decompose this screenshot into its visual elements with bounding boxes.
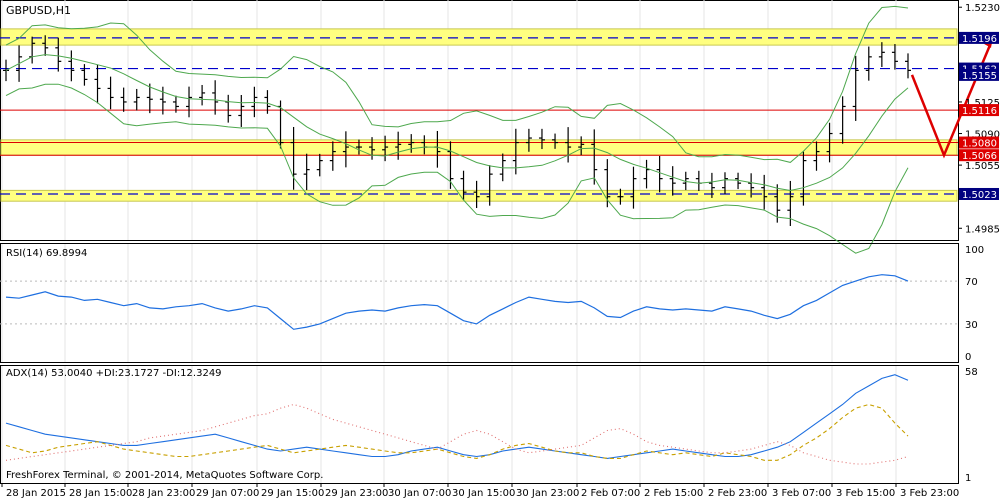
price-label-box: [959, 136, 999, 149]
rsi-line: [5, 274, 909, 330]
y-tick-label: 1.5125: [965, 98, 1000, 109]
x-tick-label: 3 Feb 07:00: [772, 488, 831, 499]
x-tick-label: 3 Feb 15:00: [836, 488, 895, 499]
y-tick-label: 1.5090: [965, 130, 1000, 141]
x-tick-label: 29 Jan 23:00: [325, 488, 388, 499]
bollinger-middle: [5, 54, 909, 192]
bollinger-upper: [5, 5, 909, 163]
price-label: 1.5066: [962, 151, 997, 162]
price-label: 1.5196: [962, 34, 997, 45]
price-label-box: [959, 62, 999, 75]
adx-tick-label: 1: [965, 473, 971, 484]
x-tick-label: 30 Jan 07:00: [388, 488, 451, 499]
rsi-panel: 100 70 30 0: [0, 243, 984, 363]
x-tick-label: 30 Jan 15:00: [452, 488, 515, 499]
x-tick-label: 2 Feb 07:00: [581, 488, 640, 499]
y-tick-label: 1.4985: [965, 224, 1000, 235]
price-label: 1.5155: [962, 71, 997, 82]
rsi-tick-label: 30: [965, 320, 978, 331]
adx-series-line: [5, 403, 909, 465]
x-tick-label: 28 Jan 23:00: [132, 488, 195, 499]
price-label: 1.5080: [962, 139, 997, 150]
rsi-title: RSI(14) 69.8994: [6, 248, 87, 259]
panel-frame: [0, 243, 959, 363]
x-tick-label: 28 Jan 15:00: [69, 488, 132, 499]
price-label-box: [959, 187, 999, 200]
adx-title: ADX(14) 53.0040 +DI:23.1727 -DI:12.3249: [6, 368, 222, 379]
support-resistance-zone: [0, 189, 958, 202]
price-label-box: [959, 31, 999, 44]
watermark-text: FreshForex Terminal, © 2001-2014, MetaQu…: [6, 470, 323, 481]
support-resistance-zone: [0, 28, 958, 46]
rsi-tick-label: 70: [965, 277, 978, 288]
price-label-box: [959, 149, 999, 162]
x-tick-label: 29 Jan 15:00: [261, 488, 324, 499]
rsi-tick-label: 100: [965, 245, 984, 256]
x-axis: 28 Jan 2015 28 Jan 15:00 28 Jan 23:00 29 Ja…: [1, 483, 959, 499]
price-label: 1.5023: [962, 190, 997, 201]
price-label-box: [959, 104, 999, 117]
chart-title: GBPUSD,H1: [6, 4, 71, 17]
x-tick-label: 28 Jan 2015: [6, 488, 66, 499]
y-tick-label: 1.5055: [965, 161, 1000, 172]
x-tick-label: 2 Feb 15:00: [644, 488, 703, 499]
price-label-box: [959, 68, 999, 81]
x-tick-label: 2 Feb 23:00: [708, 488, 767, 499]
x-tick-label: 3 Feb 23:00: [900, 488, 959, 499]
x-tick-label: 29 Jan 07:00: [196, 488, 259, 499]
adx-series-line: [5, 403, 909, 461]
adx-panel: 58 1: [0, 365, 978, 484]
price-label: 1.5116: [962, 106, 997, 117]
adx-tick-label: 58: [965, 367, 978, 378]
x-tick-label: 30 Jan 23:00: [516, 488, 579, 499]
panel-frame: [0, 365, 959, 484]
bollinger-lower: [5, 83, 909, 254]
rsi-tick-label: 0: [965, 352, 971, 363]
price-panel: 1.5230 1.5125 1.5090 1.5055 1.4985 1.5196 1.51…: [0, 0, 1000, 483]
y-tick-label: 1.5230: [965, 3, 1000, 14]
adx-series-line: [5, 374, 909, 459]
